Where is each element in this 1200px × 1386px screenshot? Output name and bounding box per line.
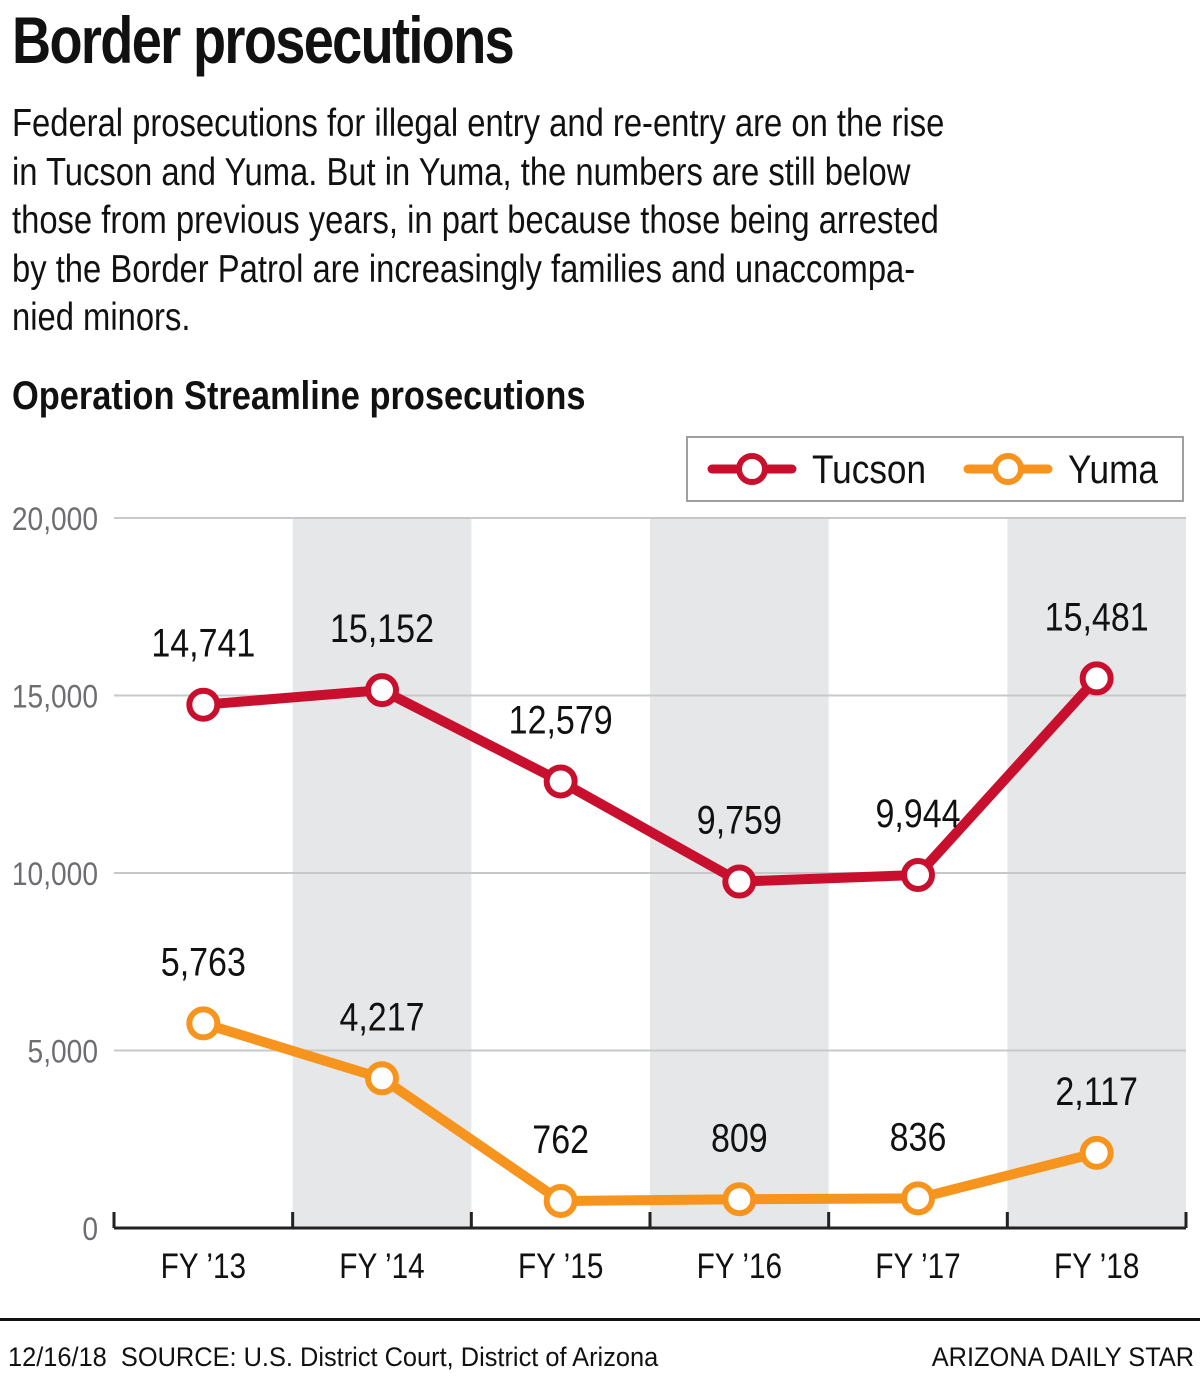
data-label-yuma: 2,117 bbox=[1055, 1068, 1138, 1113]
dek-line: Federal prosecutions for illegal entry a… bbox=[12, 102, 945, 145]
data-point-yuma bbox=[722, 1182, 757, 1217]
dek-line: in Tucson and Yuma. But in Yuma, the num… bbox=[12, 150, 911, 194]
dek-line: by the Border Patrol are increasingly fa… bbox=[12, 247, 916, 291]
data-label-tucson: 15,481 bbox=[1045, 594, 1149, 639]
footer-divider bbox=[0, 1318, 1200, 1321]
legend-label-yuma: Yuma bbox=[1068, 447, 1158, 492]
data-point-yuma bbox=[901, 1181, 935, 1216]
y-tick-label: 20,000 bbox=[12, 502, 98, 537]
data-point-tucson bbox=[1079, 661, 1114, 696]
x-tick-label: FY ’13 bbox=[161, 1247, 246, 1286]
x-tick-label: FY ’14 bbox=[339, 1247, 424, 1286]
data-label-tucson: 14,741 bbox=[151, 620, 255, 665]
data-label-yuma: 762 bbox=[532, 1116, 589, 1161]
data-label-yuma: 836 bbox=[890, 1114, 947, 1159]
data-point-tucson bbox=[365, 673, 399, 708]
series-line-tucson bbox=[198, 673, 1102, 887]
data-label-tucson: 9,759 bbox=[697, 797, 782, 842]
footer-date: 12/16/18 bbox=[8, 1342, 107, 1372]
y-tick-label: 5,000 bbox=[28, 1035, 98, 1070]
legend-label-tucson: Tucson bbox=[812, 447, 926, 492]
data-point-yuma bbox=[365, 1061, 399, 1096]
data-label-tucson: 9,944 bbox=[875, 790, 960, 835]
data-label-yuma: 4,217 bbox=[339, 994, 424, 1039]
x-tick-label: FY ’17 bbox=[875, 1247, 960, 1286]
data-label-tucson: 15,152 bbox=[330, 605, 434, 650]
dek: Federal prosecutions for illegal entry a… bbox=[12, 100, 1171, 343]
chart-title: Operation Streamline prosecutions bbox=[12, 374, 586, 418]
x-tick-label: FY ’16 bbox=[697, 1247, 782, 1286]
legend-marker-tucson bbox=[736, 453, 768, 485]
data-label-yuma: 5,763 bbox=[161, 939, 246, 984]
line-chart: 0 5,000 10,000 15,000 20,000 FY ’13 FY ’14 FY ’… bbox=[12, 436, 1188, 1286]
data-point-tucson bbox=[543, 764, 578, 799]
x-tick-label: FY ’18 bbox=[1054, 1247, 1139, 1286]
data-point-yuma bbox=[543, 1183, 578, 1218]
data-point-tucson bbox=[722, 864, 757, 899]
series-line-yuma bbox=[198, 1018, 1102, 1206]
legend-marker-yuma bbox=[992, 453, 1024, 485]
y-tick-label: 10,000 bbox=[12, 857, 98, 892]
dek-line: nied minors. bbox=[12, 296, 191, 339]
data-point-tucson bbox=[901, 857, 935, 892]
data-label-tucson: 12,579 bbox=[509, 697, 613, 742]
data-point-yuma bbox=[1079, 1135, 1114, 1170]
headline: Border prosecutions bbox=[12, 3, 515, 77]
x-tick-label: FY ’15 bbox=[518, 1247, 603, 1286]
footer-source-text: SOURCE: U.S. District Court, District of… bbox=[120, 1342, 659, 1372]
y-tick-label: 0 bbox=[82, 1212, 98, 1247]
footer-source: 12/16/18 SOURCE: U.S. District Court, Di… bbox=[8, 1342, 658, 1373]
data-point-tucson bbox=[186, 687, 221, 722]
footer-credit: ARIZONA DAILY STAR bbox=[931, 1342, 1194, 1372]
y-tick-label: 15,000 bbox=[12, 680, 98, 715]
data-label-yuma: 809 bbox=[711, 1115, 768, 1160]
data-point-yuma bbox=[186, 1006, 221, 1041]
dek-line: those from previous years, in part becau… bbox=[12, 199, 939, 242]
